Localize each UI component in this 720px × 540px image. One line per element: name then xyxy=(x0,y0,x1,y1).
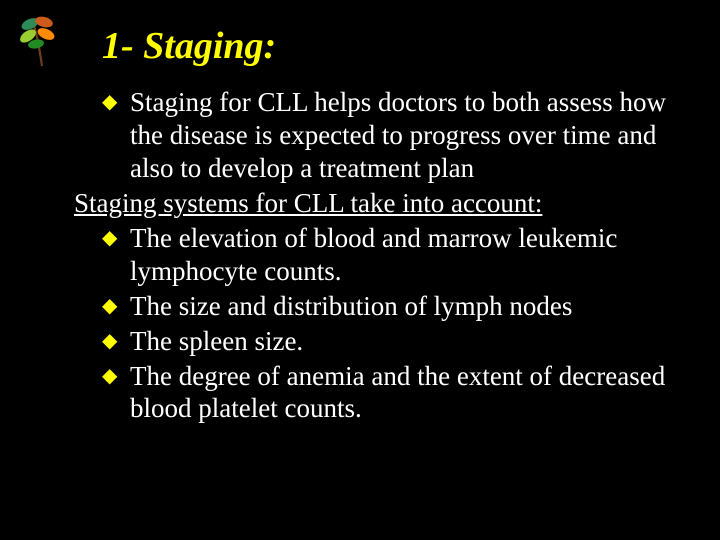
slide: 1- Staging: ◆ Staging for CLL helps doct… xyxy=(0,0,720,540)
list-item-text: The spleen size. xyxy=(130,325,690,358)
bullet-icon: ◆ xyxy=(102,360,130,392)
list-item: ◆ The size and distribution of lymph nod… xyxy=(102,290,690,323)
bullet-icon: ◆ xyxy=(102,325,130,357)
list-item-text: The degree of anemia and the extent of d… xyxy=(130,360,690,426)
leaf-decoration-icon xyxy=(18,12,66,68)
list-item: ◆ The spleen size. xyxy=(102,325,690,358)
list-item-text: The elevation of blood and marrow leukem… xyxy=(130,222,690,288)
list-item-text: The size and distribution of lymph nodes xyxy=(130,290,690,323)
bullet-icon: ◆ xyxy=(102,86,130,118)
intro-text: Staging for CLL helps doctors to both as… xyxy=(130,86,690,185)
list-item: ◆ The elevation of blood and marrow leuk… xyxy=(102,222,690,288)
slide-body: ◆ Staging for CLL helps doctors to both … xyxy=(102,86,690,425)
subheading: Staging systems for CLL take into accoun… xyxy=(74,187,690,220)
bullet-icon: ◆ xyxy=(102,222,130,254)
bullet-icon: ◆ xyxy=(102,290,130,322)
slide-title: 1- Staging: xyxy=(102,24,690,68)
intro-bullet: ◆ Staging for CLL helps doctors to both … xyxy=(102,86,690,185)
list-item: ◆ The degree of anemia and the extent of… xyxy=(102,360,690,426)
